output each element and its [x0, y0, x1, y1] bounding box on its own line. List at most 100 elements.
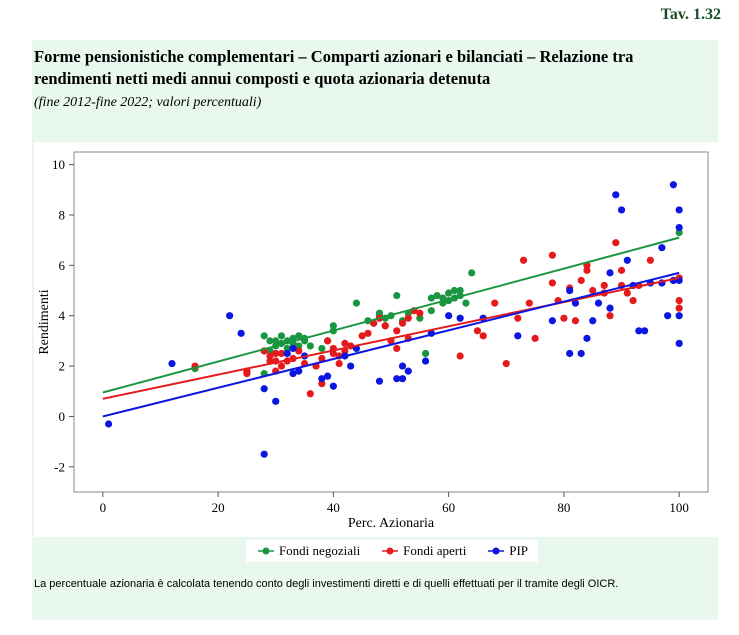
point-pip: [104, 420, 113, 428]
point-fondi-aperti: [277, 349, 286, 358]
point-pip: [617, 206, 626, 214]
point-pip: [283, 349, 291, 358]
point-pip: [295, 367, 303, 375]
point-pip: [168, 359, 176, 368]
point-fondi-aperti: [675, 304, 683, 312]
legend-item-pip: PIP: [486, 543, 528, 559]
point-fondi-aperti: [617, 266, 626, 274]
y-tick-label: 0: [59, 409, 66, 424]
legend-marker-fondi-aperti: [382, 547, 399, 555]
point-fondi-aperti: [606, 312, 614, 320]
point-fondi-aperti: [341, 339, 349, 348]
point-pip: [404, 367, 412, 375]
point-pip: [623, 256, 631, 264]
point-pip: [456, 314, 464, 322]
point-fondi-negoziali: [675, 228, 683, 237]
point-fondi-aperti: [583, 266, 591, 274]
point-fondi-aperti: [306, 390, 314, 398]
point-pip: [318, 375, 326, 383]
point-fondi-aperti: [577, 276, 585, 285]
y-tick-label: 6: [59, 258, 66, 273]
point-fondi-negoziali: [295, 342, 303, 350]
point-fondi-negoziali: [416, 314, 424, 322]
chart-title: Forme pensionistiche complementari – Com…: [34, 47, 634, 88]
point-pip: [289, 370, 297, 378]
point-fondi-negoziali: [266, 337, 274, 345]
y-tick-label: -2: [54, 459, 65, 474]
point-fondi-aperti: [370, 319, 378, 327]
point-fondi-negoziali: [272, 337, 280, 345]
point-fondi-aperti: [502, 359, 510, 368]
chart-legend: Fondi negoziali Fondi aperti PIP: [246, 540, 538, 562]
point-fondi-aperti: [335, 359, 343, 368]
point-fondi-aperti: [612, 239, 620, 247]
point-fondi-aperti: [491, 299, 499, 307]
point-fondi-aperti: [318, 380, 326, 388]
point-pip: [577, 349, 585, 358]
point-fondi-aperti: [324, 337, 332, 345]
point-pip: [421, 357, 430, 365]
x-tick-label: 80: [557, 500, 570, 515]
point-fondi-aperti: [514, 314, 522, 322]
point-fondi-aperti: [473, 327, 482, 335]
point-fondi-aperti: [393, 344, 401, 353]
x-tick-label: 100: [669, 500, 689, 515]
point-pip: [571, 299, 580, 307]
chart-subtitle: (fine 2012-fine 2022; valori percentuali…: [34, 95, 262, 110]
point-pip: [347, 362, 355, 370]
point-fondi-aperti: [560, 314, 568, 322]
legend-label: Fondi aperti: [403, 543, 467, 558]
point-pip: [675, 223, 683, 232]
point-fondi-negoziali: [445, 289, 453, 297]
point-pip: [675, 206, 683, 214]
point-fondi-negoziali: [277, 332, 286, 340]
legend-item-fondi-negoziali: Fondi negoziali: [256, 543, 360, 559]
x-tick-label: 40: [327, 500, 340, 515]
point-fondi-aperti: [589, 286, 597, 295]
point-fondi-aperti: [600, 281, 608, 290]
point-fondi-aperti: [479, 332, 487, 340]
point-pip: [398, 375, 407, 383]
point-fondi-aperti: [272, 349, 280, 358]
point-fondi-aperti: [404, 314, 412, 322]
point-fondi-aperti: [519, 256, 528, 264]
point-fondi-aperti: [623, 289, 631, 297]
point-pip: [398, 362, 407, 370]
point-fondi-aperti: [629, 296, 637, 305]
point-pip: [658, 244, 666, 252]
point-pip: [669, 181, 678, 189]
point-pip: [612, 191, 620, 199]
footnote: La percentuale azionaria è calcolata ten…: [34, 578, 619, 590]
point-pip: [606, 269, 614, 277]
point-pip: [635, 327, 643, 335]
point-fondi-aperti: [531, 334, 539, 342]
point-fondi-aperti: [318, 354, 326, 363]
point-fondi-negoziali: [318, 344, 326, 353]
point-fondi-aperti: [358, 332, 366, 340]
point-pip: [260, 450, 268, 458]
point-pip: [445, 312, 453, 320]
point-fondi-negoziali: [375, 309, 384, 317]
point-fondi-negoziali: [468, 269, 476, 277]
point-fondi-negoziali: [450, 286, 458, 295]
point-fondi-negoziali: [260, 332, 268, 340]
legend-marker-pip: [488, 547, 505, 555]
point-pip: [566, 349, 574, 358]
trendline-fondi-aperti: [102, 276, 680, 400]
point-pip: [664, 312, 672, 320]
point-fondi-aperti: [393, 327, 401, 335]
point-pip: [272, 397, 280, 405]
trendline-fondi-negoziali: [102, 236, 680, 394]
point-pip: [675, 339, 683, 348]
point-pip: [260, 385, 268, 393]
point-pip: [514, 332, 522, 340]
point-fondi-negoziali: [266, 347, 274, 355]
point-fondi-aperti: [416, 309, 424, 317]
point-fondi-negoziali: [283, 344, 291, 353]
y-tick-label: 4: [59, 308, 66, 323]
point-fondi-negoziali: [393, 291, 401, 300]
point-fondi-negoziali: [427, 294, 435, 302]
point-fondi-negoziali: [295, 332, 303, 340]
y-tick-label: 8: [59, 207, 66, 222]
